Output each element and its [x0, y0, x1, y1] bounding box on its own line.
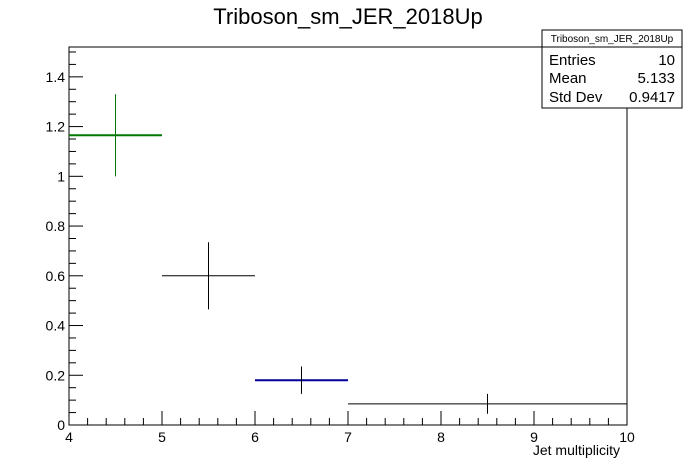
stats-mean-value: 5.133: [637, 70, 675, 87]
stats-entries-value: 10: [658, 52, 675, 69]
y-axis: 0 0.2 0.4 0.6 0.8 1 1.2 1.4: [46, 51, 83, 433]
y-tick-label: 0.2: [46, 367, 66, 383]
x-axis: 4 5 6 7 8 9 10: [65, 411, 635, 445]
x-tick-label: 10: [619, 429, 635, 445]
stats-stddev-label: Std Dev: [549, 89, 603, 106]
y-tick-label: 0.8: [46, 218, 66, 234]
x-axis-label: Jet multiplicity: [533, 442, 620, 458]
data-point: [348, 393, 627, 414]
y-tick-label: 0: [57, 417, 65, 433]
y-tick-label: 1.4: [46, 69, 66, 85]
y-tick-label: 0.4: [46, 318, 66, 334]
data-point: [69, 94, 162, 177]
x-tick-label: 7: [344, 429, 352, 445]
data-point: [162, 242, 255, 310]
stats-entries-label: Entries: [549, 52, 596, 69]
stats-box-title: Triboson_sm_JER_2018Up: [551, 34, 674, 45]
x-tick-label: 8: [437, 429, 445, 445]
stats-box: Triboson_sm_JER_2018Up Entries 10 Mean 5…: [541, 29, 683, 109]
y-tick-label: 1.2: [46, 119, 66, 135]
y-tick-label: 0.6: [46, 268, 66, 284]
stats-box-frame: [541, 29, 683, 109]
x-tick-label: 4: [65, 429, 73, 445]
data-points: [69, 94, 627, 414]
y-tick-label: 1: [57, 168, 65, 184]
x-tick-label: 5: [158, 429, 166, 445]
data-point: [255, 366, 348, 394]
x-tick-label: 6: [251, 429, 259, 445]
x-tick-label: 9: [530, 429, 538, 445]
stats-stddev-value: 0.9417: [629, 89, 675, 106]
chart-title: Triboson_sm_JER_2018Up: [213, 4, 482, 29]
stats-mean-label: Mean: [549, 70, 587, 87]
